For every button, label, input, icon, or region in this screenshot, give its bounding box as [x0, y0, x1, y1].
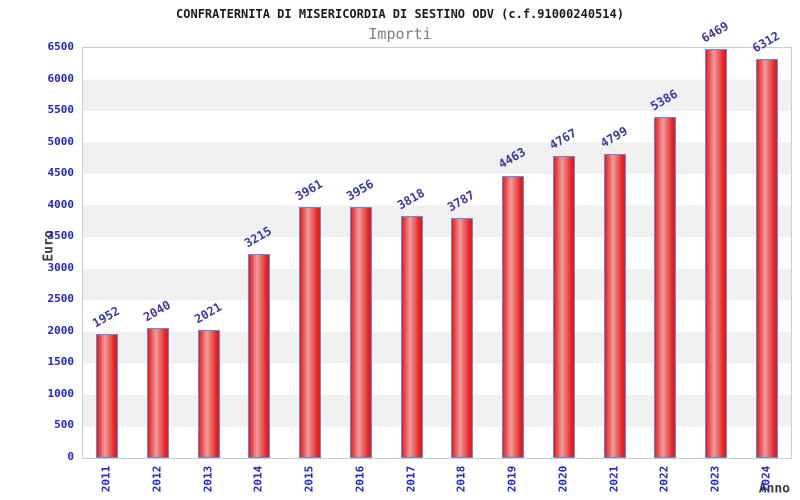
x-tick-label: 2017 [404, 465, 418, 493]
y-tick-label: 2000 [47, 323, 75, 337]
chart-title: CONFRATERNITA DI MISERICORDIA DI SESTINO… [176, 7, 624, 21]
y-tick-label: 5000 [47, 134, 75, 148]
x-tick-label: 2023 [708, 465, 722, 493]
bar-2014 [248, 254, 271, 458]
x-tick-label: 2011 [99, 465, 113, 493]
bar-2011 [96, 333, 118, 458]
bar-2013 [197, 329, 220, 458]
y-tick-label: 4000 [47, 197, 75, 211]
bar-2020 [552, 156, 575, 458]
bar-2022 [654, 117, 677, 458]
y-tick-label: 6000 [47, 71, 75, 85]
y-tick-label: 2500 [47, 292, 75, 306]
bar-2012 [146, 328, 169, 458]
y-tick-label: 1000 [47, 386, 75, 400]
y-tick-label: 3000 [47, 260, 75, 274]
y-tick-label: 500 [54, 418, 74, 432]
bar-2024 [756, 58, 778, 458]
bar-2015 [299, 207, 322, 458]
x-tick-label: 2018 [454, 465, 468, 493]
bar-2018 [451, 218, 474, 458]
bar-2016 [349, 207, 372, 458]
x-tick-label: 2014 [251, 465, 265, 493]
bar-2019 [502, 175, 525, 458]
x-tick-label: 2019 [505, 465, 519, 493]
y-tick-label: 3500 [47, 229, 75, 243]
x-tick-label: 2015 [302, 465, 316, 493]
plot-area [82, 47, 792, 459]
x-tick-label: 2020 [556, 465, 570, 493]
x-tick-label: 2016 [353, 465, 367, 493]
y-tick-label: 1500 [47, 355, 75, 369]
y-tick-label: 4500 [47, 166, 75, 180]
y-tick-label: 0 [67, 450, 74, 463]
bar-2017 [400, 216, 423, 458]
x-tick-label: 2013 [201, 465, 215, 493]
x-tick-label: 2024 [759, 465, 773, 493]
bar-2021 [603, 154, 626, 458]
x-axis-title: Anno [758, 481, 790, 497]
bar-2023 [705, 48, 728, 458]
x-tick-label: 2012 [150, 465, 164, 493]
y-tick-label: 6500 [47, 40, 75, 53]
x-tick-label: 2022 [657, 465, 671, 493]
x-tick-label: 2021 [607, 465, 621, 493]
chart-subtitle: Importi [368, 25, 432, 43]
y-tick-label: 5500 [47, 103, 75, 117]
